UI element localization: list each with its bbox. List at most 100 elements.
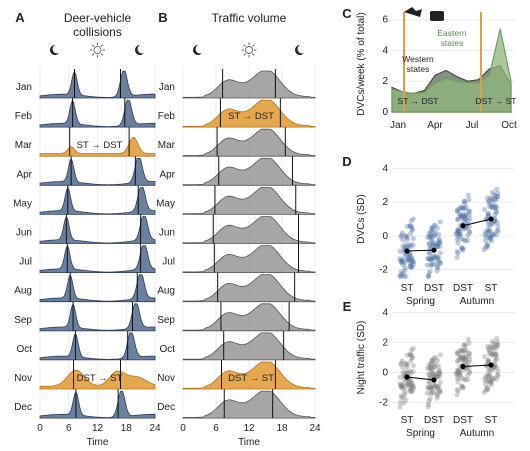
E-point [457,355,463,361]
D-point [486,228,492,235]
D-point [461,237,467,243]
E-point [404,352,410,358]
c-ytick-2: 2 [382,76,388,87]
E-point [487,343,493,349]
D-point [409,227,415,233]
E-point [437,379,443,386]
D-point [436,259,442,265]
x-tick-B-24: 24 [309,423,321,434]
D-point [487,227,493,234]
E-point [430,359,436,365]
D-point [486,199,492,205]
D-point [486,235,492,241]
month-label-may: May [13,198,32,209]
month-label-sep: Sep [14,315,32,326]
D-point [428,255,434,261]
E-point [489,350,495,356]
c-label-spring: ST → DST [398,96,439,106]
E-point [489,352,495,358]
D-point [428,233,434,239]
ridge-sep [182,303,316,332]
D-point [437,259,443,266]
month-label-mar: Mar [158,140,176,151]
sun-ray [252,44,255,47]
E-point [493,352,499,358]
D-point [428,230,434,236]
E-point [454,351,460,357]
E-point [493,355,499,361]
x-tick-A-18: 18 [121,423,133,434]
D-point [466,196,472,203]
D-point [427,250,433,257]
D-point [407,264,413,270]
D-point [408,244,414,250]
month-label-sep: Sep [157,315,175,326]
D-point [463,213,469,219]
annotation-mar: ST → DST [77,140,123,151]
c-label-autumn: DST → ST [476,96,517,106]
D-point [490,197,496,203]
E-point [400,394,406,400]
E-point [486,346,492,352]
panel-D-letter: D [342,154,351,169]
D-point [465,232,471,239]
D-point [436,231,442,238]
D-point [435,242,441,249]
E-point [437,388,443,394]
ridge-may [39,187,156,215]
D-point [457,211,463,217]
D-point [402,244,408,250]
E-point [397,381,403,387]
D-point [483,244,489,251]
E-point [404,362,410,368]
D-mean-line-autumn [462,218,492,227]
D-point [491,231,497,237]
E-mean-point [404,374,410,380]
D-point [492,196,498,202]
E-point [436,384,442,390]
ridge-jun [39,215,156,244]
c-xtick-Oct: Oct [501,120,517,131]
D-point [437,219,444,225]
E-point [426,398,432,404]
ridge-jun [182,216,316,244]
E-point [482,376,488,382]
D-point [409,264,415,271]
month-label-jan: Jan [16,82,32,93]
panel-C-letter: C [342,6,352,21]
D-point [487,201,493,208]
D-point [458,232,464,238]
E-point [484,385,490,391]
E-point [408,347,414,353]
E-point [426,366,433,372]
annotation-nov: DST → ST [228,373,274,384]
D-point [487,222,493,229]
E-point [409,354,415,360]
E-point [456,370,462,377]
D-point [401,273,407,279]
D-point [463,204,469,210]
D-point [431,256,437,262]
D-point [400,261,406,267]
E-point [454,370,460,376]
D-point [400,243,406,249]
E-point [466,350,472,356]
E-point [398,384,405,390]
E-point [494,342,500,348]
month-label-dec: Dec [157,402,175,413]
D-point [434,264,441,270]
month-label-jul: Jul [19,257,32,268]
E-point [458,355,465,361]
E-point [490,366,496,372]
E-point [489,338,496,344]
D-point [430,262,436,268]
D-point [404,234,410,240]
D-point [432,232,438,238]
x-tick-A-12: 12 [92,423,104,434]
D-point [409,259,415,265]
D-point [427,268,433,274]
D-point [465,192,471,198]
E-point [458,347,464,353]
E-point [495,373,501,379]
